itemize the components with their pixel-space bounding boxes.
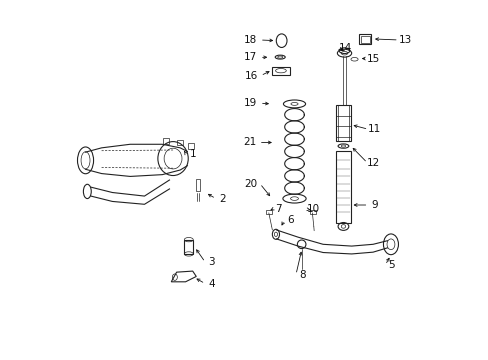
Text: 6: 6 — [287, 215, 294, 225]
Text: 20: 20 — [244, 179, 257, 189]
Text: 13: 13 — [398, 35, 411, 45]
Text: 19: 19 — [244, 98, 257, 108]
Bar — [358, 34, 370, 44]
Text: 18: 18 — [244, 35, 257, 45]
Text: 10: 10 — [306, 204, 319, 214]
Bar — [360, 36, 369, 43]
Text: 7: 7 — [275, 204, 282, 214]
Bar — [336, 152, 350, 223]
Bar — [265, 210, 272, 214]
Text: 2: 2 — [219, 194, 225, 203]
Bar — [272, 67, 289, 75]
Text: 17: 17 — [244, 53, 257, 63]
Bar — [163, 138, 168, 144]
Text: 16: 16 — [244, 71, 258, 81]
Text: 5: 5 — [387, 260, 394, 270]
Text: 1: 1 — [189, 149, 196, 159]
Bar — [336, 105, 350, 141]
Bar — [188, 143, 193, 149]
Bar — [309, 210, 315, 214]
Text: 15: 15 — [366, 54, 380, 64]
Text: 3: 3 — [208, 257, 215, 267]
Text: 8: 8 — [299, 270, 305, 280]
Text: 9: 9 — [371, 200, 377, 210]
Bar — [196, 179, 200, 191]
Text: 12: 12 — [366, 158, 380, 168]
Text: 14: 14 — [338, 43, 351, 53]
Text: 11: 11 — [367, 124, 381, 134]
Text: 21: 21 — [243, 138, 256, 148]
Bar — [184, 240, 193, 254]
Text: 4: 4 — [208, 279, 215, 289]
Bar — [177, 140, 183, 145]
